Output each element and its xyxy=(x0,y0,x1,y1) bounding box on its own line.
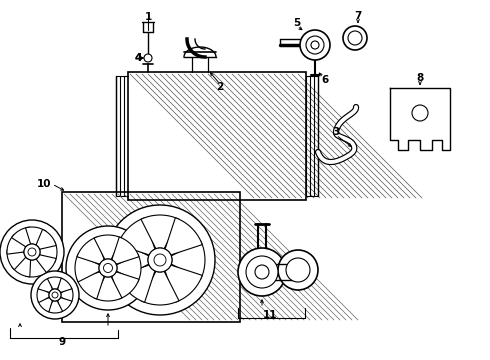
Circle shape xyxy=(311,41,319,49)
Circle shape xyxy=(300,30,330,60)
Circle shape xyxy=(246,256,278,288)
Circle shape xyxy=(148,248,172,272)
Polygon shape xyxy=(48,301,63,313)
Polygon shape xyxy=(141,271,179,305)
Polygon shape xyxy=(94,235,122,260)
Polygon shape xyxy=(36,255,56,275)
Text: 5: 5 xyxy=(294,18,301,28)
Circle shape xyxy=(49,289,61,301)
Polygon shape xyxy=(165,218,202,255)
Polygon shape xyxy=(77,272,104,299)
Circle shape xyxy=(28,248,36,256)
Text: 3: 3 xyxy=(332,127,340,137)
Text: 7: 7 xyxy=(354,11,362,21)
Text: 1: 1 xyxy=(145,12,151,22)
Polygon shape xyxy=(172,241,205,279)
Polygon shape xyxy=(12,227,30,247)
Circle shape xyxy=(348,31,362,45)
Circle shape xyxy=(286,258,310,282)
Polygon shape xyxy=(48,277,63,289)
Circle shape xyxy=(99,259,117,277)
Polygon shape xyxy=(115,241,149,279)
Polygon shape xyxy=(37,287,49,303)
Polygon shape xyxy=(38,278,52,292)
Circle shape xyxy=(105,205,215,315)
Text: 9: 9 xyxy=(58,337,66,347)
Circle shape xyxy=(31,271,79,319)
Polygon shape xyxy=(57,297,72,312)
Polygon shape xyxy=(12,257,30,277)
Polygon shape xyxy=(118,265,155,302)
Polygon shape xyxy=(25,227,47,245)
Circle shape xyxy=(343,26,367,50)
Circle shape xyxy=(412,105,428,121)
Text: 6: 6 xyxy=(321,75,329,85)
Circle shape xyxy=(103,264,113,273)
Text: 2: 2 xyxy=(217,82,223,92)
Polygon shape xyxy=(57,278,72,292)
Polygon shape xyxy=(112,272,139,299)
Text: 4: 4 xyxy=(134,53,142,63)
Polygon shape xyxy=(40,242,57,262)
Polygon shape xyxy=(36,229,56,249)
Polygon shape xyxy=(117,254,141,282)
Text: 10: 10 xyxy=(37,179,51,189)
Bar xyxy=(128,72,306,200)
Circle shape xyxy=(144,54,152,62)
Text: 4: 4 xyxy=(134,53,142,63)
Polygon shape xyxy=(141,215,179,249)
Polygon shape xyxy=(25,259,47,277)
Circle shape xyxy=(0,220,64,284)
Polygon shape xyxy=(61,287,73,303)
Polygon shape xyxy=(38,297,52,312)
Circle shape xyxy=(255,265,269,279)
Polygon shape xyxy=(165,265,202,302)
Circle shape xyxy=(52,292,58,298)
Polygon shape xyxy=(112,237,139,264)
Polygon shape xyxy=(94,276,122,301)
Circle shape xyxy=(238,248,286,296)
Circle shape xyxy=(306,36,324,54)
Circle shape xyxy=(278,250,318,290)
Polygon shape xyxy=(75,254,99,282)
Polygon shape xyxy=(7,234,26,254)
Polygon shape xyxy=(118,218,155,255)
Text: 11: 11 xyxy=(263,310,277,320)
Polygon shape xyxy=(184,47,216,57)
Bar xyxy=(62,192,240,322)
Circle shape xyxy=(24,244,40,260)
Polygon shape xyxy=(390,88,450,150)
Polygon shape xyxy=(77,237,104,264)
Bar xyxy=(262,264,298,280)
Text: 8: 8 xyxy=(416,73,424,83)
Circle shape xyxy=(66,226,150,310)
Polygon shape xyxy=(7,250,26,270)
Circle shape xyxy=(154,254,166,266)
